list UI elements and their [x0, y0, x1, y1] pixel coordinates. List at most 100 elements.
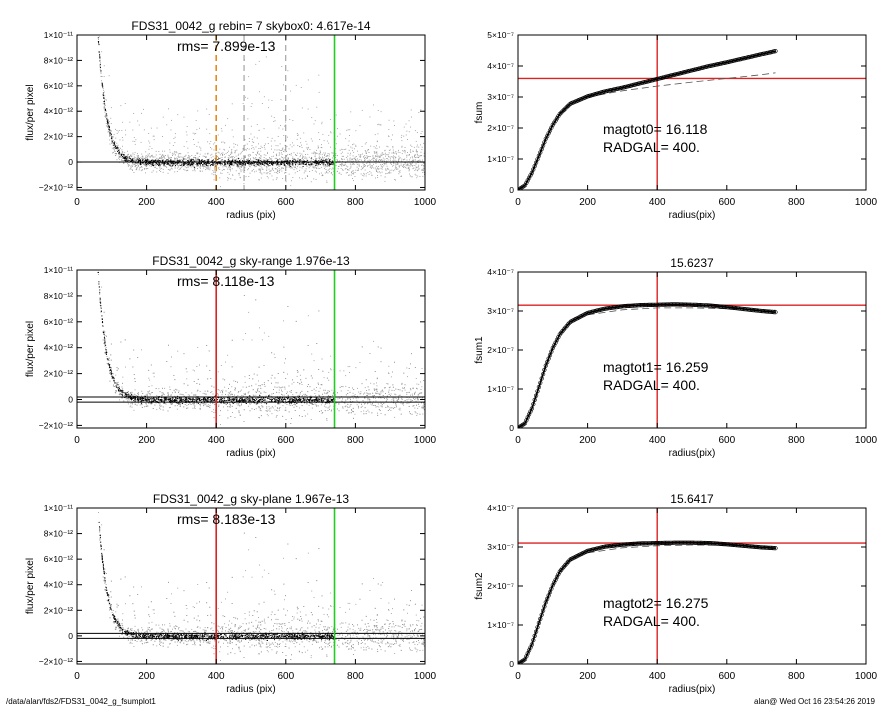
scatter-point [322, 133, 324, 135]
scatter-point [188, 166, 189, 168]
scatter-point [194, 169, 195, 171]
scatter-point [228, 168, 230, 170]
scatter-point [214, 162, 216, 164]
profile-point [180, 162, 182, 164]
profile-point [184, 163, 186, 165]
scatter-point [199, 170, 201, 172]
profile-point [237, 164, 239, 166]
profile-point [218, 158, 220, 159]
scatter-point [113, 151, 114, 153]
scatter-point [365, 175, 367, 177]
profile-point [231, 164, 233, 165]
profile-point [100, 70, 102, 72]
scatter-point [297, 166, 298, 168]
scatter-point [192, 159, 194, 161]
scatter-point [127, 391, 129, 393]
scatter-point [264, 143, 266, 145]
scatter-point [164, 158, 166, 160]
scatter-point [165, 166, 167, 167]
scatter-point [169, 169, 170, 171]
profile-point [146, 160, 148, 162]
profile-point [183, 165, 185, 166]
scatter-point [149, 142, 151, 144]
scatter-point [213, 164, 215, 166]
profile-point [132, 160, 134, 161]
profile-point [258, 164, 260, 166]
scatter-point [349, 129, 351, 131]
scatter-point [386, 158, 388, 159]
scatter-point [104, 98, 106, 100]
growth-marker [524, 180, 529, 185]
scatter-point [191, 392, 193, 394]
scatter-point [196, 159, 198, 161]
profile-point [239, 160, 241, 162]
scatter-point [114, 151, 116, 152]
scatter-point [386, 160, 388, 162]
scatter-point [260, 150, 262, 152]
profile-point [320, 158, 322, 160]
scatter-point [199, 171, 201, 172]
scatter-point [346, 158, 348, 160]
scatter-point [403, 126, 405, 128]
profile-point [299, 159, 301, 161]
scatter-point [94, 173, 95, 174]
scatter-point [150, 166, 152, 167]
profile-point [100, 67, 101, 69]
scatter-point [306, 165, 308, 167]
scatter-point [406, 167, 408, 169]
profile-point [166, 162, 168, 164]
scatter-point [316, 152, 318, 154]
scatter-point [421, 169, 423, 171]
scatter-point [326, 393, 328, 395]
scatter-point [365, 151, 367, 152]
scatter-point [159, 402, 161, 404]
scatter-point [281, 66, 283, 67]
profile-point [330, 163, 332, 165]
scatter-point [412, 159, 414, 161]
scatter-point [147, 155, 149, 157]
scatter-point [137, 163, 139, 165]
scatter-point [215, 152, 217, 154]
scatter-point [103, 94, 105, 96]
profile-point [169, 160, 171, 162]
scatter-point [196, 366, 198, 367]
scatter-point [326, 140, 328, 142]
profile-point [242, 160, 243, 162]
scatter-point [313, 152, 315, 154]
scatter-point [109, 130, 111, 132]
profile-point [299, 163, 301, 165]
scatter-point [331, 172, 332, 173]
scatter-point [122, 158, 124, 159]
scatter-point [214, 157, 216, 159]
scatter-point [283, 110, 285, 112]
scatter-point [313, 153, 315, 155]
scatter-point [285, 121, 286, 123]
scatter-point [196, 164, 198, 166]
scatter-point [347, 160, 349, 162]
scatter-point [380, 160, 382, 162]
scatter-point [248, 141, 250, 142]
scatter-point [380, 153, 382, 155]
profile-point [268, 162, 270, 164]
scatter-point [319, 387, 321, 389]
scatter-point [121, 151, 123, 153]
scatter-point [416, 167, 417, 169]
profile-point [96, 16, 97, 17]
scatter-point [130, 155, 132, 157]
scatter-point [146, 168, 148, 170]
scatter-point [184, 169, 186, 171]
profile-point [230, 162, 231, 164]
scatter-point [217, 157, 219, 158]
scatter-point [408, 131, 410, 133]
scatter-point [263, 96, 265, 98]
scatter-point [218, 152, 220, 154]
profile-point [271, 162, 273, 164]
scatter-point [208, 400, 210, 402]
scatter-point [318, 155, 320, 157]
profile-point [244, 164, 246, 166]
scatter-point [172, 153, 174, 155]
scatter-point [259, 168, 261, 170]
scatter-point [339, 164, 341, 165]
scatter-point [401, 153, 403, 155]
scatter-point [375, 159, 377, 160]
